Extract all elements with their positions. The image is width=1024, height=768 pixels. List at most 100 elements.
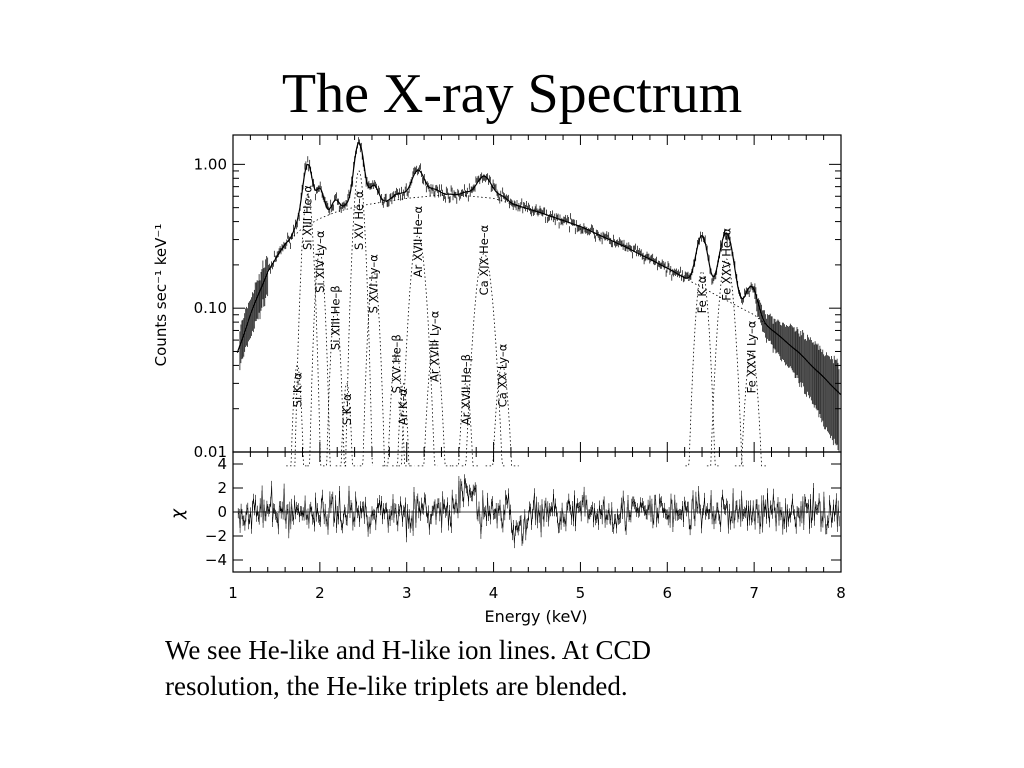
residual-step [695, 496, 698, 507]
residual-step [705, 511, 707, 515]
line-label: Ar XVII He–β [459, 354, 473, 425]
residual-step [480, 521, 483, 534]
residual-step [687, 506, 690, 525]
line-label: Ca XX Ly–α [495, 343, 509, 407]
line-component [485, 365, 519, 467]
residual-step [580, 499, 583, 517]
residual-step [761, 500, 763, 528]
residual-step [605, 514, 608, 520]
residual-step [671, 504, 674, 528]
residual-step [810, 499, 812, 523]
line-label: Ar K–α [396, 388, 410, 426]
residual-step [664, 507, 666, 514]
residual-step [413, 491, 416, 505]
residual-step [639, 502, 641, 512]
residual-step [692, 495, 695, 514]
residual-step [571, 505, 573, 520]
residual-step [577, 503, 579, 508]
residual-step [525, 524, 528, 536]
model-curve [236, 142, 842, 396]
residual-step [265, 505, 268, 517]
residual-step [271, 485, 273, 523]
residual-step [351, 507, 354, 526]
residual-step [557, 517, 559, 529]
residual-step [662, 507, 664, 513]
residual-step [526, 522, 528, 525]
line-label: Si K–α [290, 372, 304, 407]
residual-step [493, 513, 495, 516]
residual-step [592, 506, 594, 523]
residual-step [383, 508, 385, 515]
residual-step [405, 502, 407, 538]
residual-step [674, 499, 677, 516]
residual-step [258, 503, 261, 520]
residual-step [303, 500, 306, 516]
residual-step [459, 483, 462, 508]
residual-step [617, 513, 619, 520]
residual-step [791, 498, 793, 510]
residual-step [240, 508, 243, 515]
residual-step [502, 509, 505, 528]
residual-step [336, 510, 338, 528]
residual-step [496, 508, 499, 524]
residual-step [499, 504, 502, 516]
residual-step [773, 493, 775, 506]
line-label: Si XIII He–α [301, 185, 315, 250]
residual-step [566, 505, 569, 508]
residual-step [424, 497, 426, 500]
residual-step [420, 502, 422, 516]
residual-step [743, 511, 745, 515]
residual-step [574, 495, 576, 527]
residual-step [318, 517, 320, 521]
residual-step [354, 496, 356, 522]
residual-step [818, 498, 821, 507]
residual-step [475, 489, 478, 515]
residual-step [561, 507, 564, 518]
residual-step [828, 500, 830, 524]
residual-step [732, 493, 735, 524]
residual-step [262, 504, 265, 523]
residual-step [595, 517, 597, 521]
residual-step [409, 523, 412, 528]
residual-step [365, 501, 367, 512]
residual-step [686, 506, 688, 512]
residual-step [633, 501, 635, 505]
residual-step [355, 496, 357, 507]
residual-step [276, 517, 278, 519]
residual-step [712, 511, 715, 525]
residual-step [275, 514, 277, 518]
residual-step [274, 508, 276, 515]
residual-step [815, 506, 817, 510]
residual-step [836, 498, 838, 527]
residual-step [408, 514, 411, 528]
residual-step [269, 501, 271, 510]
residual-step [453, 507, 456, 510]
residual-step [261, 490, 264, 523]
residual-step [370, 511, 373, 520]
line-label: S XV He–β [389, 334, 403, 393]
line-component [706, 258, 746, 467]
residual-step [751, 505, 754, 518]
residual-step [725, 503, 727, 511]
residual-step [553, 494, 555, 512]
residual-step [510, 509, 512, 528]
residual-step [237, 512, 240, 515]
residual-step [288, 506, 291, 534]
x-tick-label: 2 [315, 584, 325, 602]
residual-step [832, 504, 834, 518]
residual-step [514, 530, 516, 544]
residual-step [562, 517, 565, 522]
residual-step [655, 499, 657, 523]
residual-step [290, 503, 292, 525]
residual-step [457, 480, 460, 514]
residual-step [737, 514, 740, 518]
residual-step [665, 513, 667, 515]
residual-step [823, 496, 826, 513]
line-label: S XVI Ly–α [367, 254, 381, 314]
residual-step [356, 506, 358, 514]
residual-step [750, 505, 752, 521]
residual-step [837, 505, 839, 527]
residual-step [752, 505, 755, 516]
residual-step [244, 516, 247, 526]
residual-step [644, 510, 647, 515]
